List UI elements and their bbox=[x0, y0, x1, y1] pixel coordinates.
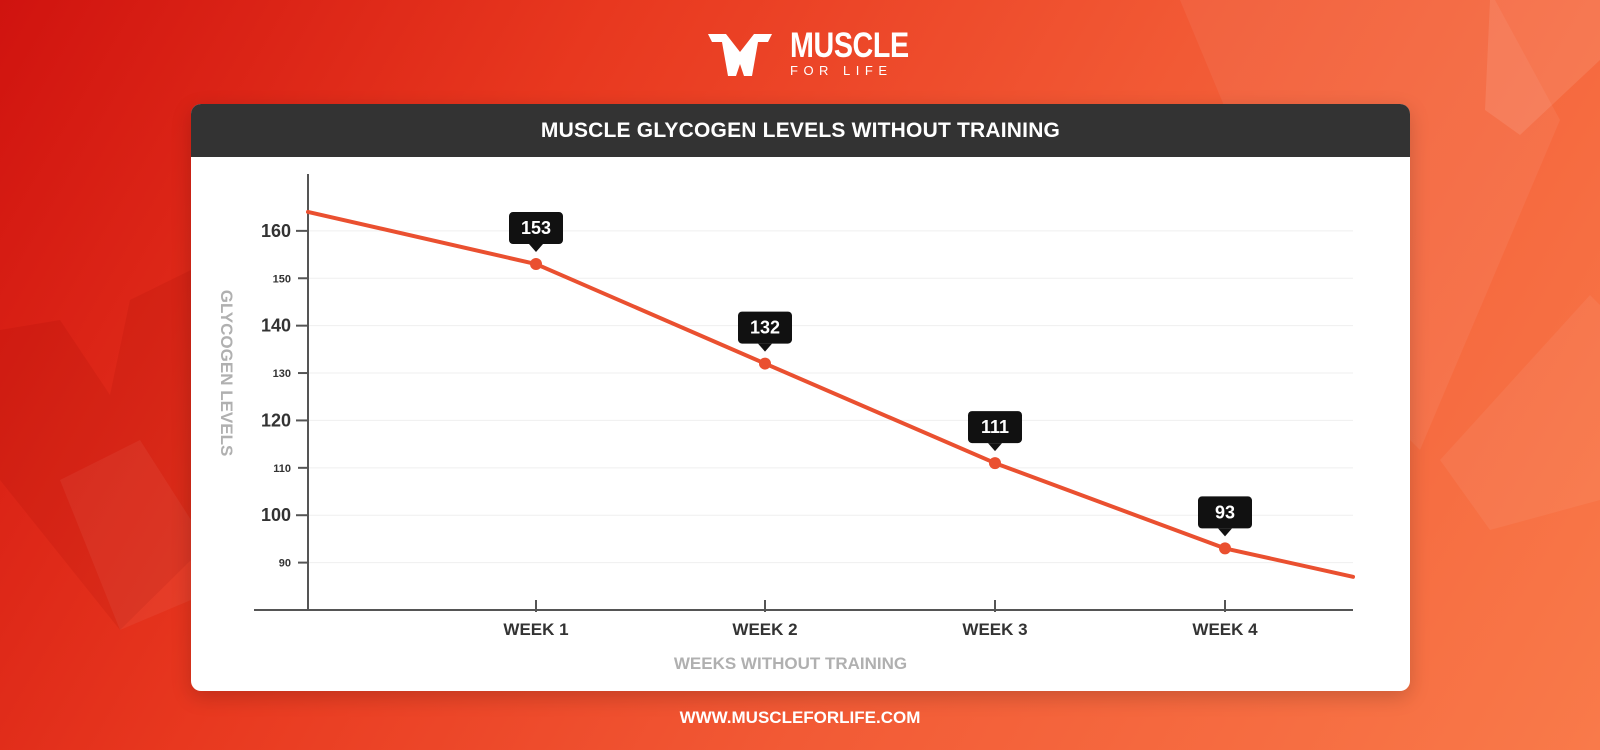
data-label-pointer bbox=[758, 343, 772, 352]
data-label-box bbox=[1198, 496, 1252, 529]
data-point bbox=[530, 258, 542, 271]
y-tick-label: 110 bbox=[273, 463, 291, 475]
x-tick-label: WEEK 1 bbox=[503, 620, 568, 639]
x-tick-label: WEEK 4 bbox=[1192, 620, 1258, 639]
chart-card: MUSCLE GLYCOGEN LEVELS WITHOUT TRAINING … bbox=[191, 104, 1410, 691]
data-label: 111 bbox=[981, 417, 1009, 437]
y-tick-label: 90 bbox=[279, 558, 291, 570]
data-point bbox=[759, 357, 771, 370]
data-label-box bbox=[509, 212, 563, 245]
y-tick-label: 150 bbox=[273, 273, 291, 285]
data-label-pointer bbox=[1218, 528, 1232, 537]
line-chart: 100 120 140 160 90 110 130 150 WEEK 1 WEEK 2 WEEK … bbox=[217, 174, 1355, 673]
data-label-pointer bbox=[988, 443, 1002, 452]
footer-url: WWW.MUSCLEFORLIFE.COM bbox=[679, 708, 921, 727]
data-label: 93 bbox=[1215, 502, 1235, 522]
y-tick-label: 100 bbox=[261, 505, 291, 525]
y-tick-label: 120 bbox=[261, 410, 291, 430]
data-label: 153 bbox=[521, 218, 551, 238]
logo-tagline: FOR LIFE bbox=[790, 63, 893, 78]
y-tick-label: 140 bbox=[261, 316, 291, 336]
x-tick-label: WEEK 2 bbox=[732, 620, 797, 639]
data-label-pointer bbox=[529, 244, 543, 253]
y-axis-title: GLYCOGEN LEVELS bbox=[217, 290, 236, 457]
muscle-for-life-logo: MUSCLE FOR LIFE bbox=[708, 28, 909, 80]
data-label-box bbox=[968, 411, 1022, 444]
logo-brand-name: MUSCLE bbox=[790, 26, 909, 65]
data-point bbox=[1219, 542, 1231, 555]
x-axis-title: WEEKS WITHOUT TRAINING bbox=[674, 654, 907, 673]
data-point bbox=[989, 457, 1001, 470]
y-tick-label: 160 bbox=[261, 221, 291, 241]
series-line bbox=[306, 209, 1355, 579]
data-label: 132 bbox=[750, 318, 780, 338]
chart-title: MUSCLE GLYCOGEN LEVELS WITHOUT TRAINING bbox=[191, 104, 1410, 157]
data-label-box bbox=[738, 311, 792, 344]
logo-m-icon bbox=[708, 34, 772, 76]
x-tick-label: WEEK 3 bbox=[962, 620, 1027, 639]
y-tick-label: 130 bbox=[273, 368, 291, 380]
